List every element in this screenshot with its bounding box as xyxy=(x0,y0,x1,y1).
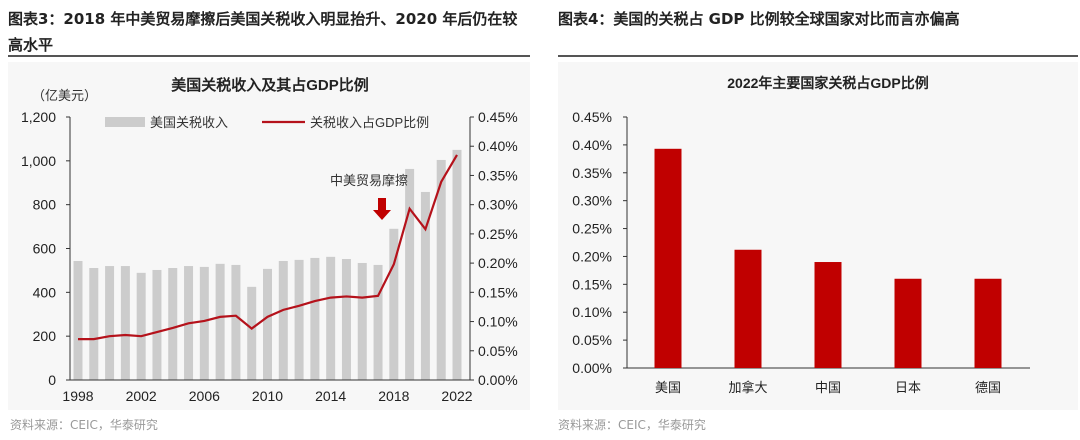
left-y-tick: 1,000 xyxy=(21,153,56,169)
y-tick: 0.30% xyxy=(572,193,612,209)
chart-title: 美国关税收入及其占GDP比例 xyxy=(171,76,369,94)
chart-title: 2022年主要国家关税占GDP比例 xyxy=(727,75,928,91)
y-axis-unit: （亿美元） xyxy=(32,88,97,103)
bar-2004 xyxy=(168,268,178,380)
y-tick: 0.05% xyxy=(572,332,612,348)
annotation-label: 中美贸易摩擦 xyxy=(330,173,408,188)
left-heading: 图表3：2018 年中美贸易摩擦后美国关税收入明显抬升、2020 年后仍在较高水… xyxy=(8,10,518,54)
y-tick: 0.40% xyxy=(572,137,612,153)
bar-美国 xyxy=(654,148,682,368)
right-y-tick: 0.10% xyxy=(478,314,518,330)
right-y-tick: 0.45% xyxy=(478,109,518,125)
y-tick: 0.00% xyxy=(572,360,612,376)
bar-2006 xyxy=(199,266,209,380)
bar-1999 xyxy=(89,268,99,380)
bar-1998 xyxy=(73,260,83,380)
right-y-tick: 0.20% xyxy=(478,255,518,271)
left-y-tick: 800 xyxy=(33,197,57,213)
right-y-tick: 0.05% xyxy=(478,343,518,359)
bar-2014 xyxy=(326,256,336,380)
y-tick: 0.25% xyxy=(572,221,612,237)
bar-2021 xyxy=(436,159,446,380)
left-divider xyxy=(8,55,530,57)
x-tick: 2022 xyxy=(441,388,472,404)
x-tick: 1998 xyxy=(62,388,93,404)
bar-2013 xyxy=(310,257,320,380)
bar-2000 xyxy=(105,266,115,380)
bar-2002 xyxy=(136,272,146,380)
bar-2016 xyxy=(357,262,367,380)
right-y-tick: 0.00% xyxy=(478,372,518,388)
bar-2007 xyxy=(215,263,225,380)
bar-2011 xyxy=(278,260,288,380)
line-series xyxy=(78,154,458,341)
bar-2008 xyxy=(231,264,241,380)
x-tick: 2002 xyxy=(126,388,157,404)
x-label: 加拿大 xyxy=(728,380,767,395)
bar-加拿大 xyxy=(734,249,762,368)
x-tick: 2018 xyxy=(378,388,409,404)
x-tick: 2014 xyxy=(315,388,346,404)
bar-2012 xyxy=(294,259,304,380)
legend-bar-label: 美国关税收入 xyxy=(150,115,228,130)
right-y-tick: 0.30% xyxy=(478,197,518,213)
left-y-tick: 1,200 xyxy=(21,109,56,125)
bar-2017 xyxy=(373,264,383,380)
left-y-tick: 0 xyxy=(48,372,56,388)
y-tick: 0.45% xyxy=(572,109,612,125)
bar-2015 xyxy=(341,259,351,380)
bar-2009 xyxy=(247,286,257,380)
right-heading: 图表4：美国的关税占 GDP 比例较全球国家对比而言亦偏高 xyxy=(558,10,960,28)
x-tick: 2006 xyxy=(189,388,220,404)
bar-日本 xyxy=(894,278,922,368)
x-label: 美国 xyxy=(655,380,681,395)
bar-2018 xyxy=(389,228,399,380)
bar-2022 xyxy=(452,149,462,380)
x-label: 德国 xyxy=(975,380,1001,395)
y-tick: 0.10% xyxy=(572,304,612,320)
bar-中国 xyxy=(814,262,842,368)
bar-2019 xyxy=(405,168,415,380)
bar-2003 xyxy=(152,269,162,380)
x-label: 中国 xyxy=(815,380,841,395)
legend-line-label: 关税收入占GDP比例 xyxy=(310,115,429,130)
left-source: 资料来源：CEIC，华泰研究 xyxy=(10,418,158,432)
y-tick: 0.35% xyxy=(572,165,612,181)
down-arrow-icon xyxy=(373,198,391,220)
left-y-tick: 200 xyxy=(33,328,57,344)
right-y-tick: 0.15% xyxy=(478,284,518,300)
right-divider xyxy=(558,55,1078,57)
right-y-tick: 0.40% xyxy=(478,138,518,154)
y-tick: 0.15% xyxy=(572,276,612,292)
y-tick: 0.20% xyxy=(572,248,612,264)
legend-bar-swatch xyxy=(105,117,145,127)
left-y-tick: 600 xyxy=(33,241,57,257)
bar-2010 xyxy=(263,268,272,380)
right-y-tick: 0.35% xyxy=(478,167,518,183)
right-y-tick: 0.25% xyxy=(478,226,518,242)
bar-2020 xyxy=(420,191,430,380)
bar-2001 xyxy=(120,266,130,380)
x-label: 日本 xyxy=(895,380,921,395)
x-tick: 2010 xyxy=(252,388,283,404)
left-y-tick: 400 xyxy=(33,284,57,300)
bar-德国 xyxy=(974,278,1002,368)
right-source: 资料来源：CEIC，华泰研究 xyxy=(558,418,706,432)
